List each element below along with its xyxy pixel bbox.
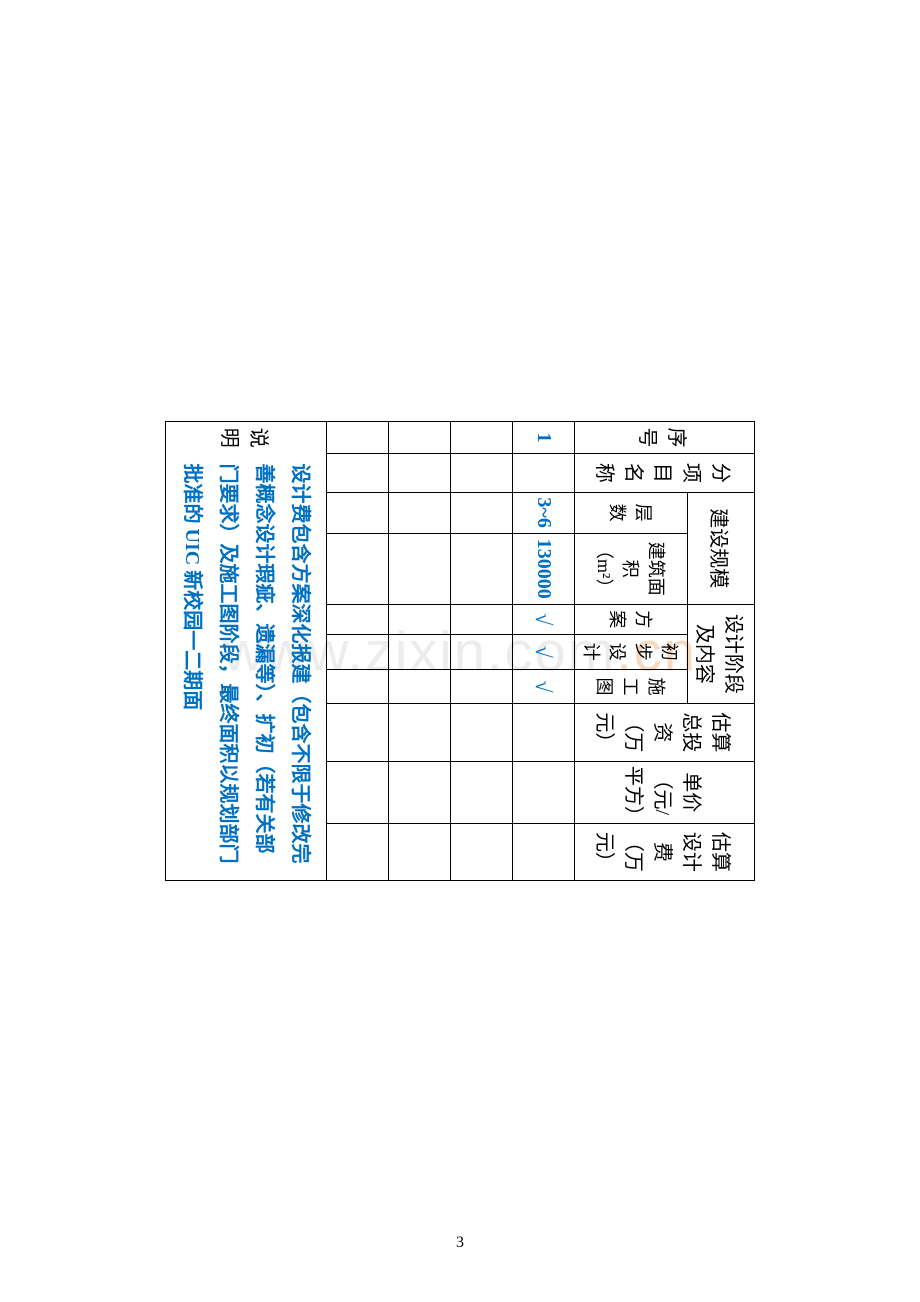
- empty-cell: [327, 604, 389, 634]
- header-area: 建筑面积（m²）: [575, 533, 688, 604]
- header-plan: 方案: [575, 604, 688, 634]
- cell-area: 130000: [513, 533, 575, 604]
- empty-cell: [327, 422, 389, 454]
- cell-plan-check: √: [513, 604, 575, 634]
- table-row: [327, 422, 389, 881]
- empty-cell: [389, 533, 451, 604]
- empty-cell: [389, 604, 451, 634]
- empty-cell: [389, 454, 451, 493]
- empty-cell: [327, 492, 389, 533]
- empty-cell: [389, 703, 451, 761]
- empty-cell: [327, 761, 389, 823]
- cell-seq: 1: [513, 422, 575, 454]
- empty-cell: [451, 533, 513, 604]
- empty-cell: [327, 823, 389, 880]
- empty-cell: [451, 634, 513, 669]
- note-row: 说明 设计费包含方案深化报建（包含不限于修改完善概念设计瑕疵、遗漏等）、扩初（若…: [166, 422, 327, 881]
- empty-cell: [389, 634, 451, 669]
- cell-floors: 3~6: [513, 492, 575, 533]
- header-const: 施工图: [575, 669, 688, 703]
- table-container: 序号 分项目名称 建设规模 设计阶段及内容 估算总投资（万元） 单价（元/平方）…: [165, 421, 755, 881]
- table-row: 1 3~6 130000 √ √ √: [513, 422, 575, 881]
- empty-cell: [451, 823, 513, 880]
- empty-cell: [327, 634, 389, 669]
- page-number: 3: [456, 1234, 464, 1252]
- cell-const-check: √: [513, 669, 575, 703]
- empty-cell: [451, 703, 513, 761]
- header-scale: 建设规模: [688, 492, 755, 604]
- empty-cell: [389, 823, 451, 880]
- empty-cell: [327, 669, 389, 703]
- empty-cell: [451, 604, 513, 634]
- header-total-invest: 估算总投资（万元）: [575, 703, 755, 761]
- empty-cell: [389, 761, 451, 823]
- empty-cell: [327, 703, 389, 761]
- cell-invest: [513, 703, 575, 761]
- note-label: 说明: [166, 422, 327, 454]
- note-content: 设计费包含方案深化报建（包含不限于修改完善概念设计瑕疵、遗漏等）、扩初（若有关部…: [166, 454, 327, 881]
- empty-cell: [451, 669, 513, 703]
- table-row: [451, 422, 513, 881]
- header-floors: 层数: [575, 492, 688, 533]
- table-row: [389, 422, 451, 881]
- cell-unit: [513, 761, 575, 823]
- empty-cell: [389, 422, 451, 454]
- empty-cell: [327, 533, 389, 604]
- cell-name: [513, 454, 575, 493]
- header-prelim: 初步设计: [575, 634, 688, 669]
- header-unit-price: 单价（元/平方）: [575, 761, 755, 823]
- empty-cell: [389, 492, 451, 533]
- header-design-phase: 设计阶段及内容: [688, 604, 755, 703]
- header-design-fee: 估算设计费（万元）: [575, 823, 755, 880]
- empty-cell: [451, 761, 513, 823]
- header-seq: 序号: [575, 422, 755, 454]
- cell-fee: [513, 823, 575, 880]
- empty-cell: [451, 422, 513, 454]
- main-table: 序号 分项目名称 建设规模 设计阶段及内容 估算总投资（万元） 单价（元/平方）…: [165, 421, 755, 881]
- header-project-name: 分项目名称: [575, 454, 755, 493]
- empty-cell: [327, 454, 389, 493]
- cell-prelim-check: √: [513, 634, 575, 669]
- empty-cell: [451, 492, 513, 533]
- empty-cell: [389, 669, 451, 703]
- empty-cell: [451, 454, 513, 493]
